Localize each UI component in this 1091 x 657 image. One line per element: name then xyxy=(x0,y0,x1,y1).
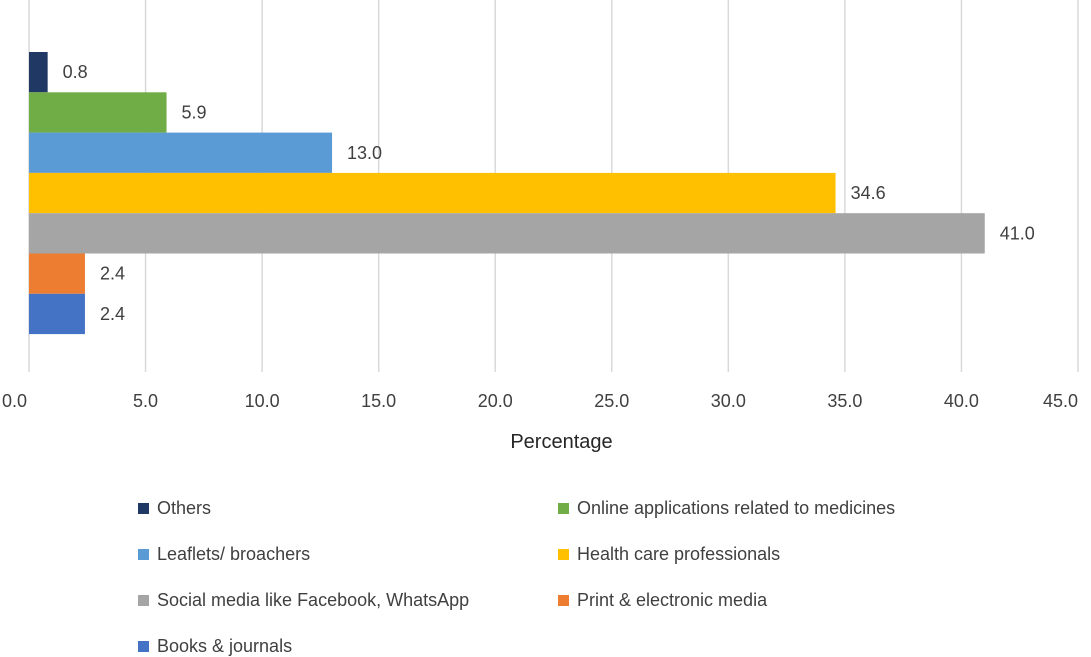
legend-swatch xyxy=(558,549,569,560)
x-tick-label: 25.0 xyxy=(594,391,629,411)
x-tick-label: 5.0 xyxy=(133,391,158,411)
legend-item: Leaflets/ broachers xyxy=(138,544,310,565)
legend-swatch xyxy=(558,595,569,606)
legend-label: Online applications related to medicines xyxy=(577,498,896,518)
data-label: 34.6 xyxy=(851,183,886,203)
data-label: 41.0 xyxy=(1000,223,1035,243)
legend-swatch xyxy=(558,503,569,514)
x-tick-label: 0.0 xyxy=(2,391,27,411)
bar xyxy=(29,92,167,133)
legend-label: Books & journals xyxy=(157,636,293,656)
bars xyxy=(29,52,985,335)
data-label: 2.4 xyxy=(100,264,125,284)
data-label: 2.4 xyxy=(100,304,125,324)
data-label: 13.0 xyxy=(347,143,382,163)
legend-swatch xyxy=(138,503,149,514)
bar-chart: 0.8 5.9 13.0 34.6 41.0 2.4 2.4 0.0 5.0 10.0 15.0 2… xyxy=(2,0,1079,453)
legend-label: Social media like Facebook, WhatsApp xyxy=(157,590,470,610)
x-tick-labels: 0.0 5.0 10.0 15.0 20.0 25.0 30.0 35.0 40.0 45.0 xyxy=(2,391,1078,411)
legend-label: Others xyxy=(157,498,212,518)
legend-item: Books & journals xyxy=(138,636,292,657)
bar xyxy=(29,213,985,254)
bar xyxy=(29,172,836,214)
legend-item: Print & electronic media xyxy=(558,590,767,611)
legend-item: Online applications related to medicines xyxy=(558,498,895,519)
legend-item: Health care professionals xyxy=(558,544,780,565)
x-axis-title: Percentage xyxy=(510,431,612,453)
bar xyxy=(29,132,333,173)
x-tick-label: 40.0 xyxy=(944,391,979,411)
bar xyxy=(29,293,85,335)
bar xyxy=(29,253,85,294)
bar xyxy=(29,52,48,93)
x-tick-label: 45.0 xyxy=(1043,391,1078,411)
legend-label: Leaflets/ broachers xyxy=(157,544,311,564)
data-labels: 0.8 5.9 13.0 34.6 41.0 2.4 2.4 xyxy=(63,62,1035,324)
x-tick-label: 35.0 xyxy=(827,391,862,411)
legend-swatch xyxy=(138,595,149,606)
data-label: 0.8 xyxy=(63,62,88,82)
data-label: 5.9 xyxy=(182,102,207,122)
x-tick-label: 10.0 xyxy=(245,391,280,411)
legend-swatch xyxy=(138,641,149,652)
x-tick-label: 15.0 xyxy=(361,391,396,411)
legend-item: Others xyxy=(138,498,211,519)
legend-label: Health care professionals xyxy=(577,544,781,564)
legend-swatch xyxy=(138,549,149,560)
x-tick-label: 20.0 xyxy=(478,391,513,411)
legend-label: Print & electronic media xyxy=(577,590,768,610)
legend-item: Social media like Facebook, WhatsApp xyxy=(138,590,469,611)
x-tick-label: 30.0 xyxy=(711,391,746,411)
